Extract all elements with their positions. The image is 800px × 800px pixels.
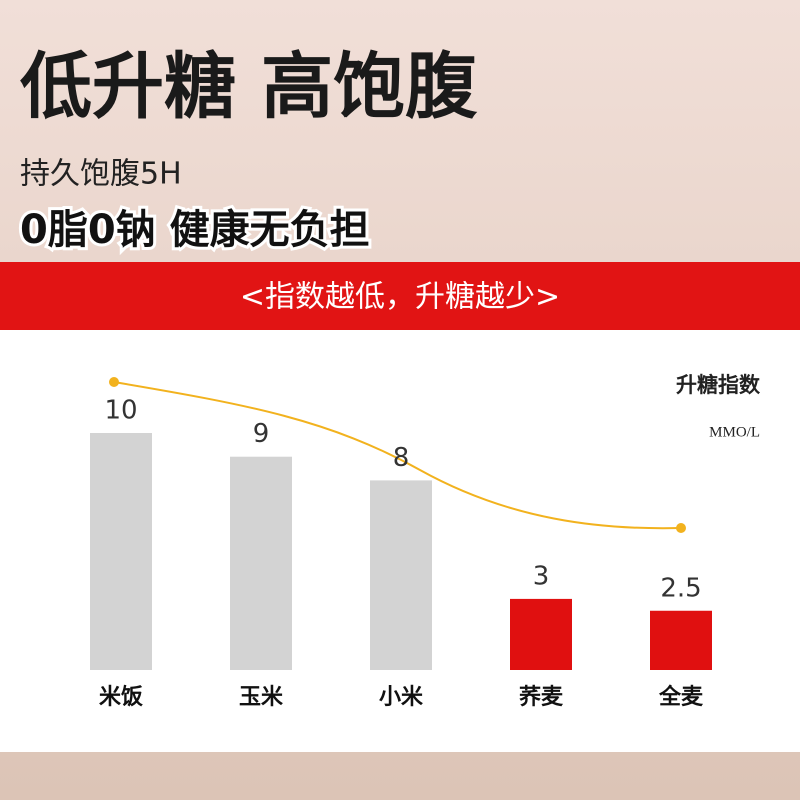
legend-label: 升糖指数 xyxy=(676,373,761,397)
value-label: 10 xyxy=(104,396,137,426)
value-label: 9 xyxy=(253,419,270,449)
tagline: 0脂0钠 健康无负担 xyxy=(20,207,370,253)
subtitle: 持久饱腹5H xyxy=(20,157,182,192)
bar xyxy=(510,598,572,670)
title: 低升糖 高饱腹 xyxy=(20,45,478,129)
unit-label: MMO/L xyxy=(709,424,760,440)
bar xyxy=(230,456,292,670)
x-tick-label: 玉米 xyxy=(239,685,284,710)
bar xyxy=(90,433,152,670)
trend-dot xyxy=(676,523,686,533)
bar xyxy=(370,480,432,670)
value-label: 8 xyxy=(393,443,410,473)
x-tick-label: 米饭 xyxy=(99,684,143,710)
trend-line xyxy=(113,381,682,530)
x-tick-label: 全麦 xyxy=(658,684,704,710)
value-label: 2.5 xyxy=(660,573,701,603)
bar xyxy=(650,610,712,670)
x-tick-label: 小米 xyxy=(379,685,424,710)
banner-text: <指数越低，升糖越少> xyxy=(240,280,560,315)
trend-dot xyxy=(109,377,119,387)
x-tick-label: 荞麦 xyxy=(519,684,564,710)
value-label: 3 xyxy=(533,561,550,591)
banner xyxy=(0,262,800,330)
